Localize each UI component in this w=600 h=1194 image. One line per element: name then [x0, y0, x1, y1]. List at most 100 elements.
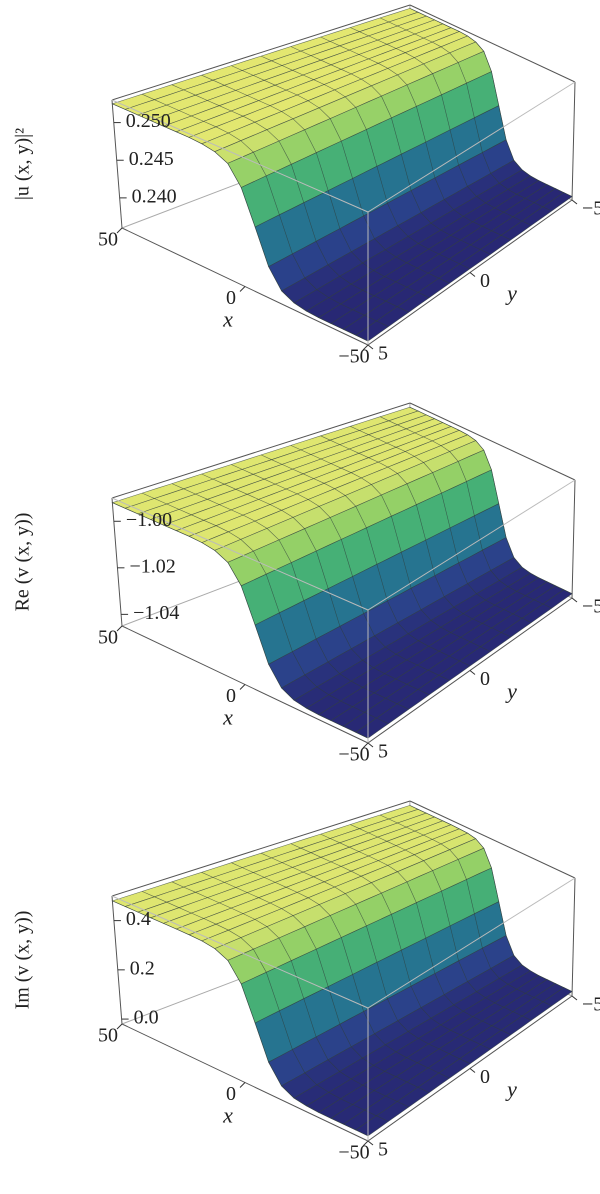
- box-edge: [111, 497, 369, 611]
- box-edge: [111, 99, 123, 229]
- y-tick-label: 5: [378, 1139, 388, 1161]
- mesh-line: [320, 36, 512, 241]
- x-tick: [362, 1140, 369, 1147]
- y-tick-label: 5: [378, 741, 388, 763]
- x-tick: [116, 1023, 123, 1030]
- x-axis-label: x: [222, 705, 233, 730]
- mesh-line: [141, 891, 389, 1122]
- mesh-line: [260, 454, 471, 667]
- mesh-line: [379, 416, 552, 609]
- x-tick-label: −50: [338, 346, 369, 368]
- y-axis-label: y: [505, 281, 517, 306]
- box-edge: [111, 4, 411, 101]
- mesh-line: [290, 843, 491, 1050]
- x-axis-label: x: [222, 1103, 233, 1128]
- y-tick-label: −5: [582, 198, 600, 220]
- z-tick-label: 0.2: [130, 957, 155, 979]
- y-tick-label: 0: [480, 1066, 490, 1088]
- box-edge: [409, 402, 576, 481]
- mesh-line: [350, 27, 532, 226]
- mesh-line: [112, 103, 369, 342]
- box-edge: [367, 877, 576, 1009]
- mesh-line: [141, 93, 389, 327]
- z-axis-label: |u (x, y)|²: [12, 128, 34, 200]
- mesh-line: [231, 464, 450, 681]
- mesh-line: [350, 824, 532, 1021]
- y-tick-label: 0: [480, 270, 490, 292]
- y-tick: [469, 1068, 476, 1073]
- x-tick-label: −50: [338, 1142, 369, 1164]
- z-tick-label: 0.250: [126, 110, 171, 132]
- box-edge: [111, 402, 411, 499]
- y-tick: [469, 670, 476, 675]
- box-edge: [111, 99, 369, 213]
- x-tick-label: 0: [226, 685, 236, 707]
- y-tick-label: 0: [480, 668, 490, 690]
- x-tick-label: 50: [98, 1025, 118, 1047]
- z-axis-label: Re (v (x, y)): [12, 513, 34, 612]
- mesh-line: [112, 900, 369, 1137]
- box-edge: [111, 497, 123, 627]
- box-edge: [111, 800, 411, 897]
- z-tick-label: 0.4: [126, 908, 151, 930]
- mesh-line: [171, 881, 409, 1108]
- x-tick-label: 50: [98, 627, 118, 649]
- x-tick: [116, 625, 123, 632]
- box-edge: [111, 895, 123, 1025]
- mesh-line: [260, 55, 471, 270]
- x-tick: [362, 344, 369, 351]
- z-tick-label: −1.00: [126, 509, 172, 531]
- box-edge: [571, 877, 576, 997]
- mesh-line: [171, 483, 409, 710]
- mesh-line: [379, 814, 552, 1007]
- box-edge: [409, 800, 576, 879]
- mesh-line: [379, 17, 552, 212]
- y-tick: [571, 995, 578, 1001]
- z-tick-label: −1.04: [133, 602, 179, 624]
- mesh-line: [201, 74, 430, 298]
- z-tick-label: 0.245: [129, 148, 174, 170]
- mesh-line: [409, 805, 573, 992]
- x-tick: [362, 742, 369, 749]
- y-tick: [367, 344, 374, 350]
- x-axis-label: x: [222, 307, 233, 332]
- mesh-line: [201, 473, 430, 696]
- mesh-line: [141, 492, 389, 724]
- mesh-line: [409, 406, 573, 594]
- mesh-line: [290, 445, 491, 652]
- mesh-line: [290, 46, 491, 255]
- x-tick-label: −50: [338, 744, 369, 766]
- y-tick-label: −5: [582, 994, 600, 1016]
- mesh-line: [112, 502, 369, 739]
- mesh-line: [320, 435, 512, 638]
- x-tick: [239, 1082, 246, 1088]
- mesh-line: [409, 8, 573, 197]
- x-tick: [116, 227, 123, 234]
- z-axis-label: Im (v (x, y)): [12, 911, 34, 1010]
- y-tick: [571, 597, 578, 603]
- z-tick-label: −1.02: [129, 555, 175, 577]
- y-axis-label: y: [505, 1077, 517, 1102]
- box-edge: [409, 4, 576, 83]
- z-tick-label: 0.240: [132, 185, 177, 207]
- y-tick: [469, 272, 476, 277]
- y-tick: [571, 199, 578, 205]
- mesh-line: [171, 84, 409, 313]
- x-tick-label: 0: [226, 1083, 236, 1105]
- y-tick: [367, 742, 374, 748]
- x-tick: [239, 286, 246, 292]
- z-tick-label: 0.0: [134, 1007, 159, 1029]
- mesh-line: [201, 872, 430, 1093]
- y-axis-label: y: [505, 679, 517, 704]
- x-tick: [239, 684, 246, 690]
- mesh-line: [350, 426, 532, 623]
- box-edge: [571, 81, 576, 201]
- box-edge: [367, 479, 576, 611]
- y-tick: [367, 1140, 374, 1146]
- mesh-line: [231, 65, 450, 284]
